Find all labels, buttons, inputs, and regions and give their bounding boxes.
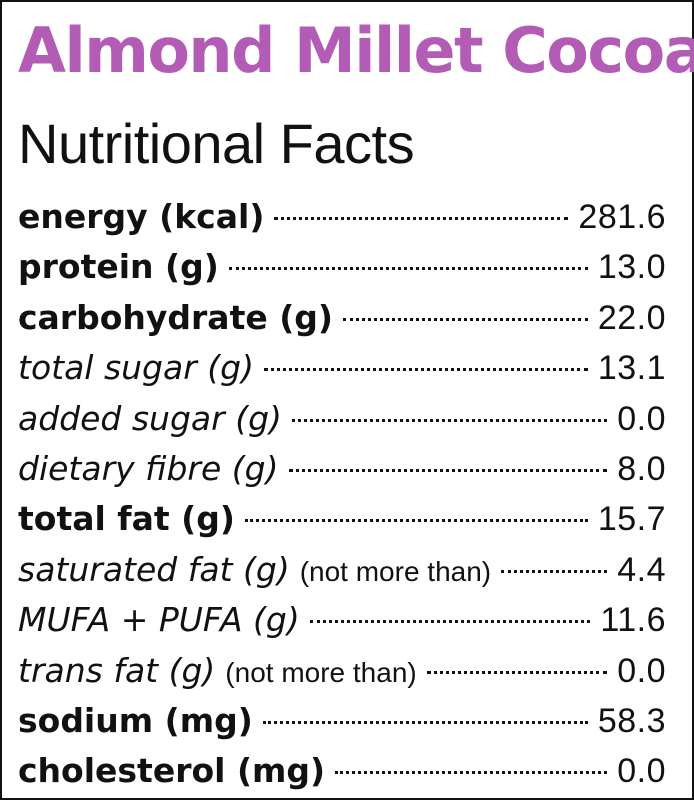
nutrient-row: total fat (g) 15.7: [18, 494, 666, 544]
nutrient-label: cholesterol (mg): [18, 751, 326, 791]
nutrient-value: 0.0: [617, 399, 666, 438]
dot-leader: [291, 418, 608, 422]
dot-leader: [288, 468, 608, 472]
nutrient-label: sodium (mg): [18, 700, 253, 740]
nutrient-row: total sugar (g) 13.1: [18, 343, 666, 393]
nutrient-value: 13.0: [597, 248, 666, 287]
nutrient-value: 11.6: [600, 601, 666, 640]
dot-leader: [274, 217, 569, 220]
nutrient-value: 0.0: [617, 651, 666, 690]
nutrient-value: 22.0: [597, 298, 666, 337]
nutrient-row: cholesterol (mg) 0.0: [18, 746, 666, 796]
nutrient-value: 13.1: [597, 349, 666, 388]
nutrient-qualifier: (not more than): [299, 555, 492, 587]
nutrient-label: energy (kcal): [18, 197, 265, 236]
nutrient-qualifier: (not more than): [225, 656, 417, 688]
nutrient-value: 58.3: [597, 701, 666, 740]
nutrient-label: trans fat (g): [18, 650, 216, 690]
nutrient-value: 4.4: [617, 550, 666, 589]
nutrient-row: added sugar (g) 0.0: [18, 394, 666, 444]
section-heading: Nutritional Facts: [18, 112, 415, 175]
nutrient-label: protein (g): [18, 247, 219, 287]
nutrient-row: MUFA + PUFA (g) 11.6: [18, 595, 666, 645]
nutrient-row: trans fat (g) (not more than) 0.0: [18, 646, 666, 696]
dot-leader: [244, 519, 588, 523]
nutrient-label: MUFA + PUFA (g): [18, 600, 300, 640]
nutrient-label: dietary fibre (g): [18, 448, 279, 488]
nutrient-row: saturated fat (g) (not more than) 4.4: [18, 545, 666, 595]
nutrient-value: 0.0: [617, 752, 666, 791]
nutrient-label: added sugar (g): [18, 398, 282, 438]
nutrient-value: 15.7: [597, 500, 666, 539]
dot-leader: [501, 569, 608, 573]
nutrient-row: carbohydrate (g) 22.0: [18, 293, 666, 343]
nutrient-value: 281.6: [578, 198, 666, 236]
dot-leader: [335, 771, 608, 775]
dot-leader: [426, 670, 608, 674]
nutrient-label: carbohydrate (g): [18, 297, 333, 337]
nutrient-label: total sugar (g): [18, 348, 254, 388]
product-title: Almond Millet Cocoa: [18, 14, 694, 87]
nutrient-row: sodium (mg) 58.3: [18, 696, 666, 746]
nutrient-row: protein (g) 13.0: [18, 242, 666, 292]
nutrient-row: dietary fibre (g) 8.0: [18, 444, 666, 494]
nutrient-label: saturated fat (g): [18, 549, 290, 589]
dot-leader: [262, 720, 588, 724]
dot-leader: [263, 368, 588, 372]
dot-leader: [228, 267, 588, 271]
nutrient-label: total fat (g): [18, 499, 235, 539]
nutrient-value: 8.0: [617, 449, 666, 488]
dot-leader: [309, 620, 591, 624]
nutrient-row: energy (kcal) 281.6: [18, 192, 666, 242]
nutrient-list: energy (kcal) 281.6 protein (g) 13.0 carbohy…: [18, 192, 666, 797]
dot-leader: [343, 317, 588, 321]
